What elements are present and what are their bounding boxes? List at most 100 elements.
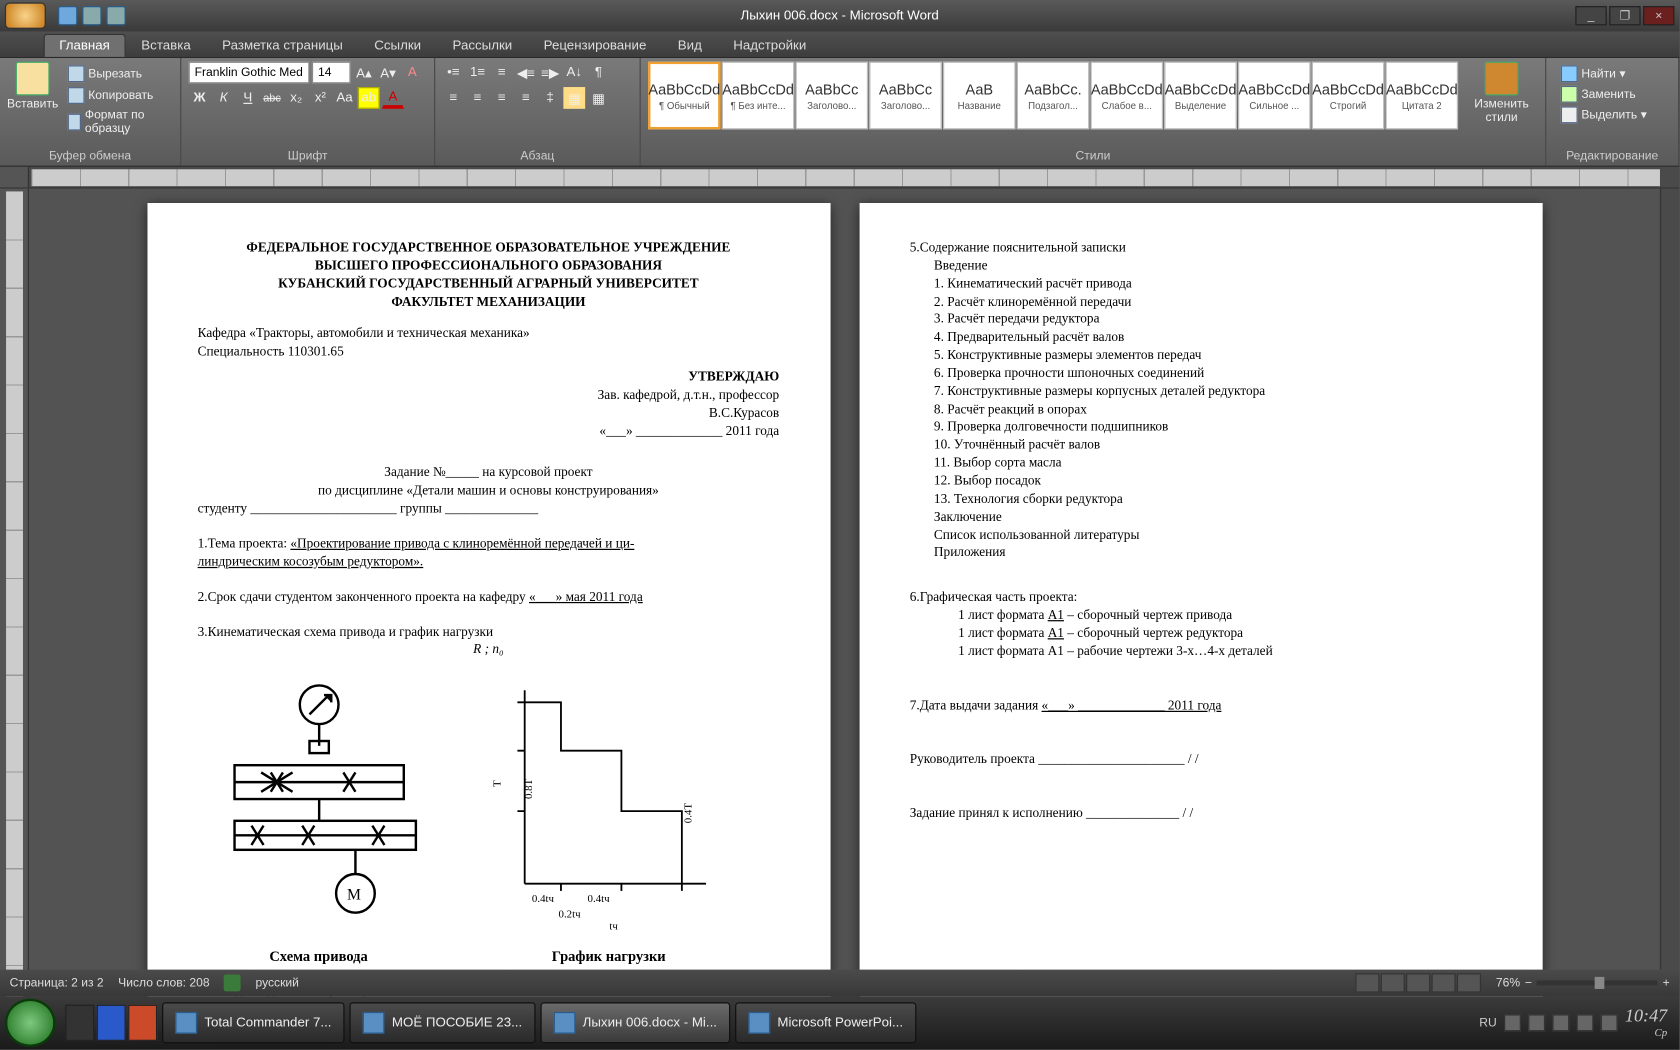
- find-button[interactable]: Найти ▾: [1556, 64, 1652, 83]
- style-item-8[interactable]: AaBbCcDdСильное ...: [1238, 62, 1311, 130]
- taskbar-item-0[interactable]: Total Commander 7...: [162, 1002, 345, 1043]
- tray-icon[interactable]: [1601, 1014, 1618, 1031]
- vertical-scrollbar[interactable]: [1660, 189, 1679, 1023]
- horizontal-ruler[interactable]: [31, 169, 1660, 186]
- justify-button[interactable]: ≡: [515, 87, 537, 109]
- ribbon-tab-2[interactable]: Разметка страницы: [206, 34, 358, 57]
- taskbar-item-1[interactable]: МОЁ ПОСОБИЕ 23...: [350, 1002, 536, 1043]
- minimize-button[interactable]: _: [1575, 6, 1606, 25]
- taskbar-item-3[interactable]: Microsoft PowerPoi...: [735, 1002, 916, 1043]
- ribbon-tab-1[interactable]: Вставка: [126, 34, 207, 57]
- copy-button[interactable]: Копировать: [63, 86, 173, 105]
- style-item-7[interactable]: AaBbCcDdВыделение: [1164, 62, 1237, 130]
- ribbon-tab-6[interactable]: Вид: [662, 34, 718, 57]
- bullets-button[interactable]: •≡: [442, 62, 464, 84]
- qat-redo-icon[interactable]: [106, 6, 125, 25]
- case-button[interactable]: Aa: [334, 87, 356, 109]
- style-item-2[interactable]: AaBbCcЗаголово...: [796, 62, 869, 130]
- quick-launch-ie[interactable]: [97, 1005, 126, 1041]
- zoom-value[interactable]: 76%: [1496, 976, 1520, 989]
- dec-indent-button[interactable]: ◀≡: [515, 62, 537, 84]
- qat-undo-icon[interactable]: [82, 6, 101, 25]
- lang-indicator[interactable]: RU: [1479, 1016, 1496, 1029]
- ribbon-tab-0[interactable]: Главная: [44, 34, 126, 57]
- clock[interactable]: 10:47 Ср: [1625, 1007, 1667, 1038]
- underline-button[interactable]: Ч: [237, 87, 259, 109]
- start-button[interactable]: [5, 999, 56, 1047]
- style-item-3[interactable]: AaBbCcЗаголово...: [869, 62, 942, 130]
- view-draft[interactable]: [1457, 973, 1481, 992]
- grow-font-button[interactable]: A▴: [353, 62, 375, 84]
- highlight-button[interactable]: ab: [358, 87, 380, 109]
- ribbon-tab-5[interactable]: Рецензирование: [528, 34, 662, 57]
- style-item-0[interactable]: AaBbCcDd¶ Обычный: [648, 62, 721, 130]
- superscript-button[interactable]: x²: [310, 87, 332, 109]
- quick-launch-desktop[interactable]: [65, 1005, 94, 1041]
- zoom-control[interactable]: 76% − +: [1496, 976, 1670, 989]
- format-painter-button[interactable]: Формат по образцу: [63, 108, 173, 137]
- shading-button[interactable]: ▦: [563, 87, 585, 109]
- inc-indent-button[interactable]: ≡▶: [539, 62, 561, 84]
- multilevel-button[interactable]: ≡: [491, 62, 513, 84]
- tray-icon[interactable]: [1504, 1014, 1521, 1031]
- line-spacing-button[interactable]: ‡: [539, 87, 561, 109]
- view-web[interactable]: [1406, 973, 1430, 992]
- styles-gallery[interactable]: AaBbCcDd¶ ОбычныйAaBbCcDd¶ Без инте...Aa…: [648, 62, 1460, 148]
- view-print-layout[interactable]: [1356, 973, 1380, 992]
- tray-icon[interactable]: [1552, 1014, 1569, 1031]
- ribbon-tab-4[interactable]: Рассылки: [437, 34, 528, 57]
- numbering-button[interactable]: 1≡: [467, 62, 489, 84]
- sort-button[interactable]: A↓: [563, 62, 585, 84]
- taskbar-item-2[interactable]: Лыхин 006.docx - Mi...: [540, 1002, 730, 1043]
- status-words[interactable]: Число слов: 208: [118, 976, 209, 989]
- office-button[interactable]: [5, 2, 46, 29]
- subscript-button[interactable]: x₂: [285, 87, 307, 109]
- show-marks-button[interactable]: ¶: [588, 62, 610, 84]
- graph-title: График нагрузки: [488, 947, 730, 967]
- view-buttons[interactable]: [1356, 973, 1482, 992]
- tray-icon[interactable]: [1528, 1014, 1545, 1031]
- qat-save-icon[interactable]: [58, 6, 77, 25]
- font-name-combo[interactable]: Franklin Gothic Med: [189, 62, 310, 84]
- quick-launch-app[interactable]: [128, 1005, 157, 1041]
- ribbon-tab-7[interactable]: Надстройки: [718, 34, 822, 57]
- replace-button[interactable]: Заменить: [1556, 85, 1652, 104]
- view-outline[interactable]: [1432, 973, 1456, 992]
- italic-button[interactable]: К: [213, 87, 235, 109]
- system-tray[interactable]: RU 10:47 Ср: [1479, 1007, 1674, 1038]
- style-item-10[interactable]: AaBbCcDdЦитата 2: [1386, 62, 1459, 130]
- style-item-6[interactable]: AaBbCcDdСлабое в...: [1091, 62, 1164, 130]
- cut-button[interactable]: Вырезать: [63, 64, 173, 83]
- zoom-minus[interactable]: −: [1525, 976, 1532, 989]
- document-canvas[interactable]: ФЕДЕРАЛЬНОЕ ГОСУДАРСТВЕННОЕ ОБРАЗОВАТЕЛЬ…: [29, 189, 1660, 1023]
- header-line: ФЕДЕРАЛЬНОЕ ГОСУДАРСТВЕННОЕ ОБРАЗОВАТЕЛЬ…: [198, 239, 780, 257]
- zoom-plus[interactable]: +: [1663, 976, 1670, 989]
- style-item-1[interactable]: AaBbCcDd¶ Без инте...: [722, 62, 795, 130]
- style-item-9[interactable]: AaBbCcDdСтрогий: [1312, 62, 1385, 130]
- zoom-slider[interactable]: [1537, 980, 1658, 985]
- select-button[interactable]: Выделить ▾: [1556, 105, 1652, 124]
- bold-button[interactable]: Ж: [189, 87, 211, 109]
- maximize-button[interactable]: ❐: [1609, 6, 1640, 25]
- font-size-combo[interactable]: 14: [312, 62, 351, 84]
- shrink-font-button[interactable]: A▾: [377, 62, 399, 84]
- font-color-button[interactable]: A: [382, 87, 404, 109]
- clear-format-button[interactable]: A: [401, 62, 423, 84]
- paste-button[interactable]: Вставить: [7, 62, 58, 112]
- view-full-screen[interactable]: [1381, 973, 1405, 992]
- borders-button[interactable]: ▦: [588, 87, 610, 109]
- proofing-icon[interactable]: [224, 974, 241, 991]
- ribbon-tab-3[interactable]: Ссылки: [359, 34, 437, 57]
- change-styles-button[interactable]: Изменить стили: [1465, 62, 1538, 148]
- status-page[interactable]: Страница: 2 из 2: [10, 976, 104, 989]
- close-button[interactable]: ×: [1643, 6, 1674, 25]
- align-right-button[interactable]: ≡: [491, 87, 513, 109]
- align-left-button[interactable]: ≡: [442, 87, 464, 109]
- status-lang[interactable]: русский: [256, 976, 299, 989]
- align-center-button[interactable]: ≡: [467, 87, 489, 109]
- style-item-5[interactable]: AaBbCc.Подзагол...: [1017, 62, 1090, 130]
- strike-button[interactable]: abc: [261, 87, 283, 109]
- style-item-4[interactable]: АаВНазвание: [943, 62, 1016, 130]
- tray-icon[interactable]: [1577, 1014, 1594, 1031]
- vertical-ruler[interactable]: [0, 189, 29, 1023]
